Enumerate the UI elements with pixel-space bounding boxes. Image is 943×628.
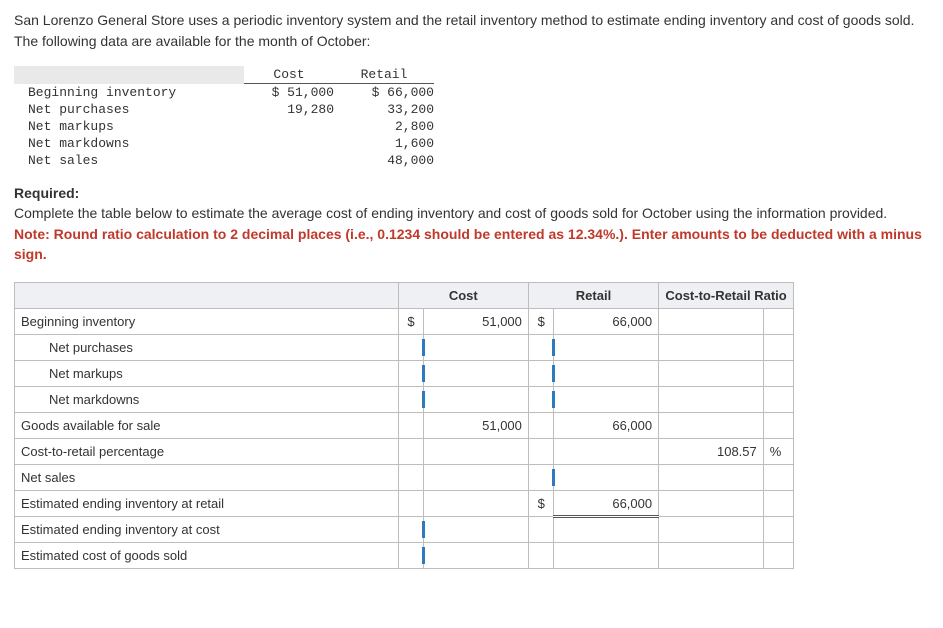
row-est-ending-cost: Estimated ending inventory at cost	[15, 517, 399, 543]
given-label: Net sales	[14, 152, 244, 169]
given-retail: 33,200	[334, 101, 434, 118]
cost-input[interactable]	[424, 517, 529, 543]
row-net-purchases: Net purchases	[15, 335, 399, 361]
dollar-sign	[398, 387, 424, 413]
given-retail: 1,600	[334, 135, 434, 152]
retail-input[interactable]	[554, 335, 659, 361]
cost-input[interactable]: 51,000	[424, 309, 529, 335]
dollar-sign	[398, 361, 424, 387]
retail-cell	[554, 517, 659, 543]
pct-cell	[763, 309, 793, 335]
dollar-sign	[528, 387, 554, 413]
dollar-sign: $	[398, 309, 424, 335]
dollar-sign	[398, 439, 424, 465]
required-note: Note: Round ratio calculation to 2 decim…	[14, 224, 929, 265]
dollar-sign	[528, 543, 554, 569]
given-retail: 48,000	[334, 152, 434, 169]
dollar-sign	[528, 439, 554, 465]
ratio-cell	[659, 465, 764, 491]
given-cost: 19,280	[244, 101, 334, 118]
dollar-sign	[528, 361, 554, 387]
dollar-sign: $	[528, 491, 554, 517]
ans-header-blank	[15, 283, 399, 309]
row-net-markdowns: Net markdowns	[15, 387, 399, 413]
row-est-cogs: Estimated cost of goods sold	[15, 543, 399, 569]
cost-input[interactable]	[424, 543, 529, 569]
retail-total: 66,000	[554, 491, 659, 517]
given-header-cost: Cost	[244, 66, 334, 84]
ratio-cell	[659, 517, 764, 543]
ans-header-retail: Retail	[528, 283, 658, 309]
pct-cell	[763, 543, 793, 569]
given-label: Net purchases	[14, 101, 244, 118]
dollar-sign	[398, 517, 424, 543]
dollar-sign	[398, 465, 424, 491]
given-cost	[244, 152, 334, 169]
given-row-shade	[14, 66, 244, 84]
pct-cell	[763, 465, 793, 491]
ratio-cell	[659, 361, 764, 387]
cost-cell	[424, 491, 529, 517]
dollar-sign	[528, 465, 554, 491]
cost-total: 51,000	[424, 413, 529, 439]
given-label: Net markdowns	[14, 135, 244, 152]
given-retail: 2,800	[334, 118, 434, 135]
retail-cell	[554, 543, 659, 569]
problem-intro: San Lorenzo General Store uses a periodi…	[14, 10, 929, 52]
dollar-sign	[528, 335, 554, 361]
cost-cell	[424, 465, 529, 491]
given-cost	[244, 135, 334, 152]
pct-cell: %	[763, 439, 793, 465]
ans-header-ratio: Cost-to-Retail Ratio	[659, 283, 794, 309]
ratio-input[interactable]: 108.57	[659, 439, 764, 465]
row-cost-to-retail: Cost-to-retail percentage	[15, 439, 399, 465]
retail-cell	[554, 439, 659, 465]
dollar-sign	[528, 413, 554, 439]
cost-cell	[424, 439, 529, 465]
retail-input[interactable]	[554, 361, 659, 387]
cost-input[interactable]	[424, 387, 529, 413]
ans-header-cost: Cost	[398, 283, 528, 309]
row-beginning-inventory: Beginning inventory	[15, 309, 399, 335]
pct-cell	[763, 387, 793, 413]
required-block: Required: Complete the table below to es…	[14, 183, 929, 264]
cost-input[interactable]	[424, 361, 529, 387]
pct-cell	[763, 361, 793, 387]
dollar-sign	[398, 491, 424, 517]
given-cost	[244, 118, 334, 135]
dollar-sign	[528, 517, 554, 543]
dollar-sign: $	[528, 309, 554, 335]
ratio-cell	[659, 387, 764, 413]
ratio-cell	[659, 413, 764, 439]
dollar-sign	[398, 413, 424, 439]
row-net-markups: Net markups	[15, 361, 399, 387]
retail-input[interactable]: 66,000	[554, 309, 659, 335]
retail-total: 66,000	[554, 413, 659, 439]
given-header-retail: Retail	[334, 66, 434, 84]
pct-cell	[763, 413, 793, 439]
cost-input[interactable]	[424, 335, 529, 361]
retail-input[interactable]	[554, 387, 659, 413]
given-label: Beginning inventory	[14, 84, 244, 102]
pct-cell	[763, 491, 793, 517]
required-heading: Required:	[14, 183, 929, 203]
row-goods-available: Goods available for sale	[15, 413, 399, 439]
pct-cell	[763, 517, 793, 543]
given-cost: $ 51,000	[244, 84, 334, 102]
ratio-cell	[659, 309, 764, 335]
row-net-sales: Net sales	[15, 465, 399, 491]
ratio-cell	[659, 491, 764, 517]
dollar-sign	[398, 543, 424, 569]
pct-cell	[763, 335, 793, 361]
dollar-sign	[398, 335, 424, 361]
required-text: Complete the table below to estimate the…	[14, 203, 929, 223]
retail-input[interactable]	[554, 465, 659, 491]
given-label: Net markups	[14, 118, 244, 135]
ratio-cell	[659, 543, 764, 569]
row-est-ending-retail: Estimated ending inventory at retail	[15, 491, 399, 517]
answer-table: Cost Retail Cost-to-Retail Ratio Beginni…	[14, 282, 794, 569]
ratio-cell	[659, 335, 764, 361]
given-data-table: Cost Retail Beginning inventory$ 51,000$…	[14, 66, 434, 169]
given-retail: $ 66,000	[334, 84, 434, 102]
